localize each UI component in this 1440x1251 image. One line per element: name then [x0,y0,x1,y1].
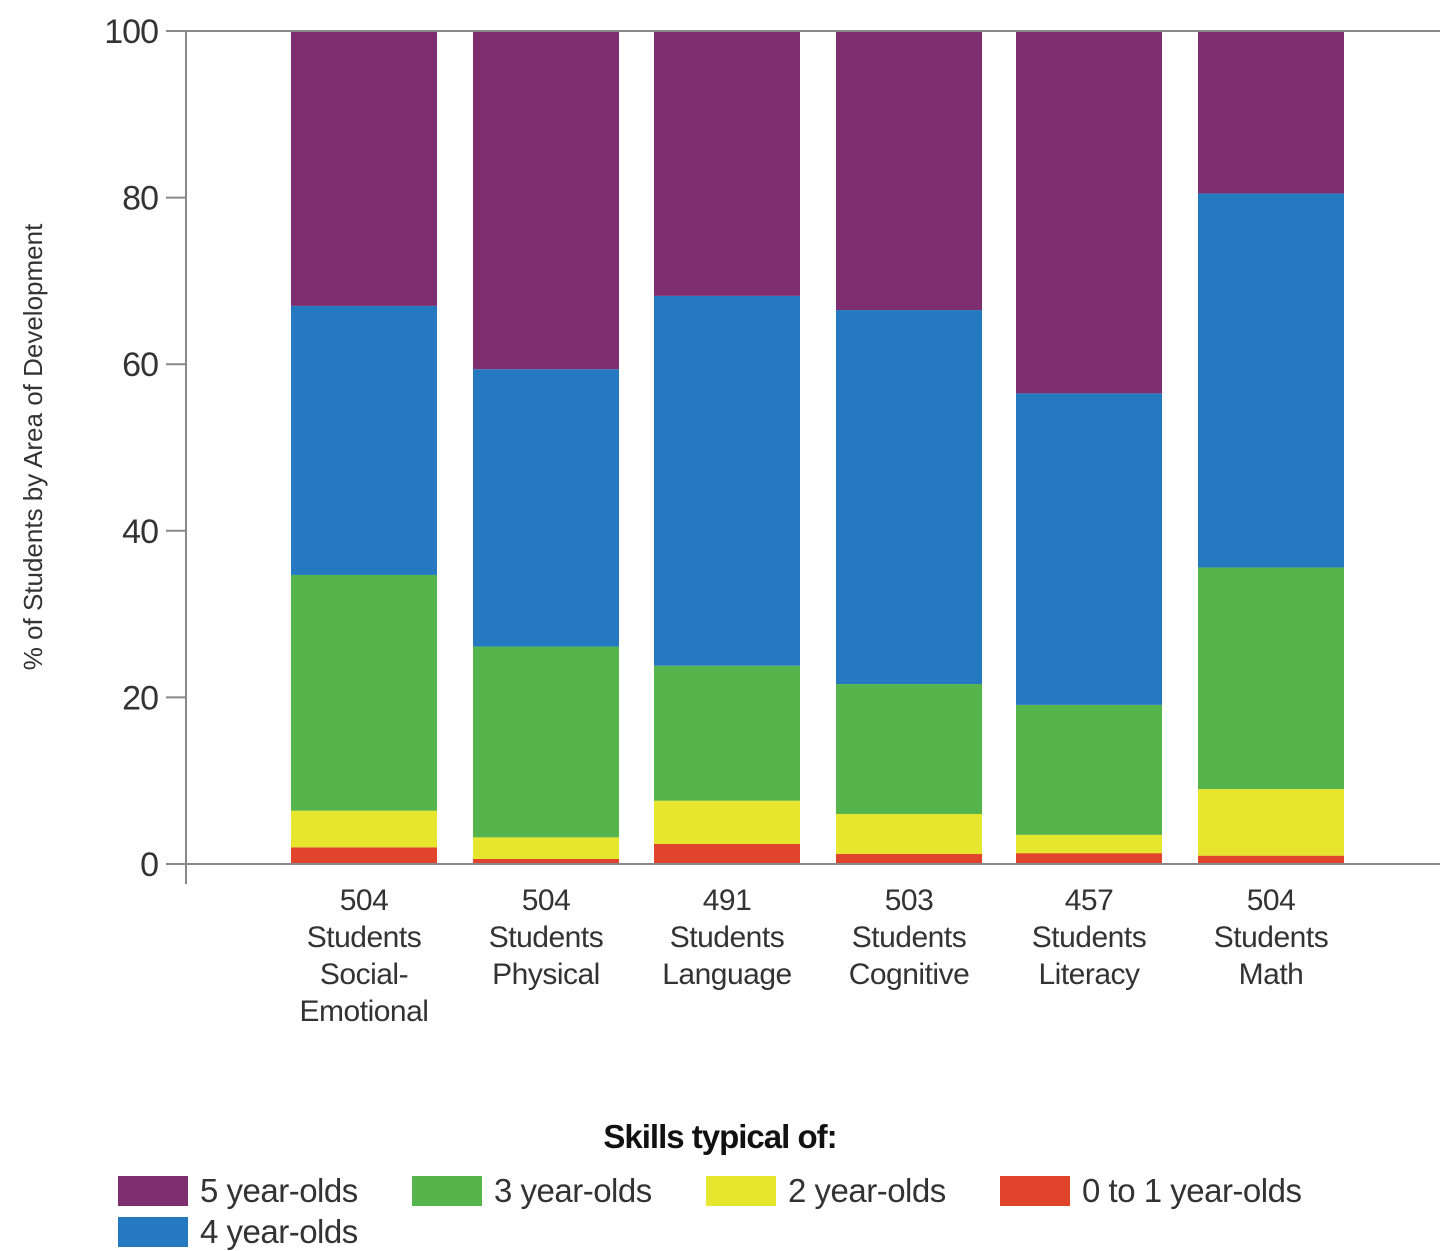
bar-segment-2-year-olds-1 [291,810,437,848]
legend-title: Skills typical of: [603,1118,837,1155]
x-tick-label-3-line-3: Language [662,958,791,991]
bar-segment-2-year-olds-4 [836,814,982,855]
legend-item-0-to-1-year-olds: 0 to 1 year-olds [1000,1172,1302,1209]
x-tick-label-3-line-2: Students [670,921,784,954]
legend-label-4-year-olds: 4 year-olds [200,1213,358,1250]
bar-segment-5-year-olds-6 [1198,31,1344,194]
y-tick-label-80: 80 [122,180,158,218]
bar-segment-0-to-1-year-olds-5 [1016,853,1162,864]
legend-item-5-year-olds: 5 year-olds [118,1172,358,1209]
bar-segment-0-to-1-year-olds-1 [291,847,437,864]
x-tick-label-1-line-2: Students [307,921,421,954]
y-tick-label-0: 0 [140,846,158,884]
bar-segment-3-year-olds-3 [654,665,800,801]
x-tick-label-1-line-4: Emotional [300,995,429,1028]
bar-segment-0-to-1-year-olds-4 [836,854,982,864]
x-tick-label-4-line-1: 503 [885,884,934,917]
x-tick-label-1-line-1: 504 [340,884,389,917]
x-tick-label-5-line-2: Students [1032,921,1146,954]
y-axis-label: % of Students by Area of Development [18,223,48,670]
bar-segment-0-to-1-year-olds-6 [1198,855,1344,864]
legend-label-0-to-1-year-olds: 0 to 1 year-olds [1082,1172,1302,1209]
x-tick-label-4-line-2: Students [852,921,966,954]
bar-segment-5-year-olds-4 [836,31,982,311]
x-tick-label-6-line-1: 504 [1247,884,1296,917]
y-tick-label-20: 20 [122,679,158,717]
bar-segment-3-year-olds-5 [1016,704,1162,835]
bar-segment-2-year-olds-3 [654,800,800,845]
bar-segment-3-year-olds-1 [291,574,437,811]
x-tick-label-4-line-3: Cognitive [849,958,970,991]
legend-swatch-3-year-olds [412,1176,482,1206]
x-tick-label-1-line-3: Social- [320,958,408,991]
bar-segment-4-year-olds-2 [473,369,619,647]
bar-segment-4-year-olds-3 [654,295,800,666]
bar-segment-5-year-olds-3 [654,31,800,296]
bar-segment-0-to-1-year-olds-3 [654,844,800,864]
legend-swatch-0-to-1-year-olds [1000,1176,1070,1206]
x-tick-label-5-line-3: Literacy [1038,958,1140,991]
bar-segment-3-year-olds-4 [836,684,982,815]
bar-segment-4-year-olds-1 [291,305,437,575]
bar-segment-2-year-olds-6 [1198,789,1344,856]
legend-label-5-year-olds: 5 year-olds [200,1172,358,1209]
legend-label-2-year-olds: 2 year-olds [788,1172,946,1209]
bar-segment-5-year-olds-5 [1016,31,1162,394]
bar-segment-4-year-olds-6 [1198,193,1344,568]
stacked-bar-chart: % of Students by Area of Development 0 20… [18,13,1440,1028]
legend-swatch-2-year-olds [706,1176,776,1206]
bar-segment-5-year-olds-2 [473,31,619,370]
y-tick-label-100: 100 [104,13,158,51]
x-tick-label-6-line-2: Students [1214,921,1328,954]
bar-segment-3-year-olds-6 [1198,567,1344,790]
bar-segment-3-year-olds-2 [473,646,619,838]
bars-group [291,31,1344,864]
axes-group: 0 20 40 60 80 100 [104,13,1440,884]
x-tick-label-5-line-1: 457 [1065,884,1114,917]
x-tick-label-2-line-3: Physical [492,958,600,991]
bar-segment-2-year-olds-5 [1016,834,1162,854]
x-tick-labels: 504 Students Social- Emotional 504 Students Ph… [300,884,1329,1028]
legend-swatch-5-year-olds [118,1176,188,1206]
y-tick-label-40: 40 [122,513,158,551]
x-tick-label-2-line-2: Students [489,921,603,954]
x-tick-label-3-line-1: 491 [703,884,752,917]
legend-swatch-4-year-olds [118,1217,188,1247]
x-tick-label-6-line-3: Math [1239,958,1304,991]
bar-segment-4-year-olds-4 [836,310,982,685]
bar-segment-0-to-1-year-olds-2 [473,859,619,864]
bar-segment-5-year-olds-1 [291,31,437,306]
bar-segment-4-year-olds-5 [1016,393,1162,705]
legend-item-4-year-olds: 4 year-olds [118,1213,358,1250]
y-tick-label-60: 60 [122,346,158,384]
legend-item-2-year-olds: 2 year-olds [706,1172,946,1209]
legend-item-3-year-olds: 3 year-olds [412,1172,652,1209]
x-tick-label-2-line-1: 504 [522,884,571,917]
bar-segment-2-year-olds-2 [473,837,619,860]
legend-label-3-year-olds: 3 year-olds [494,1172,652,1209]
